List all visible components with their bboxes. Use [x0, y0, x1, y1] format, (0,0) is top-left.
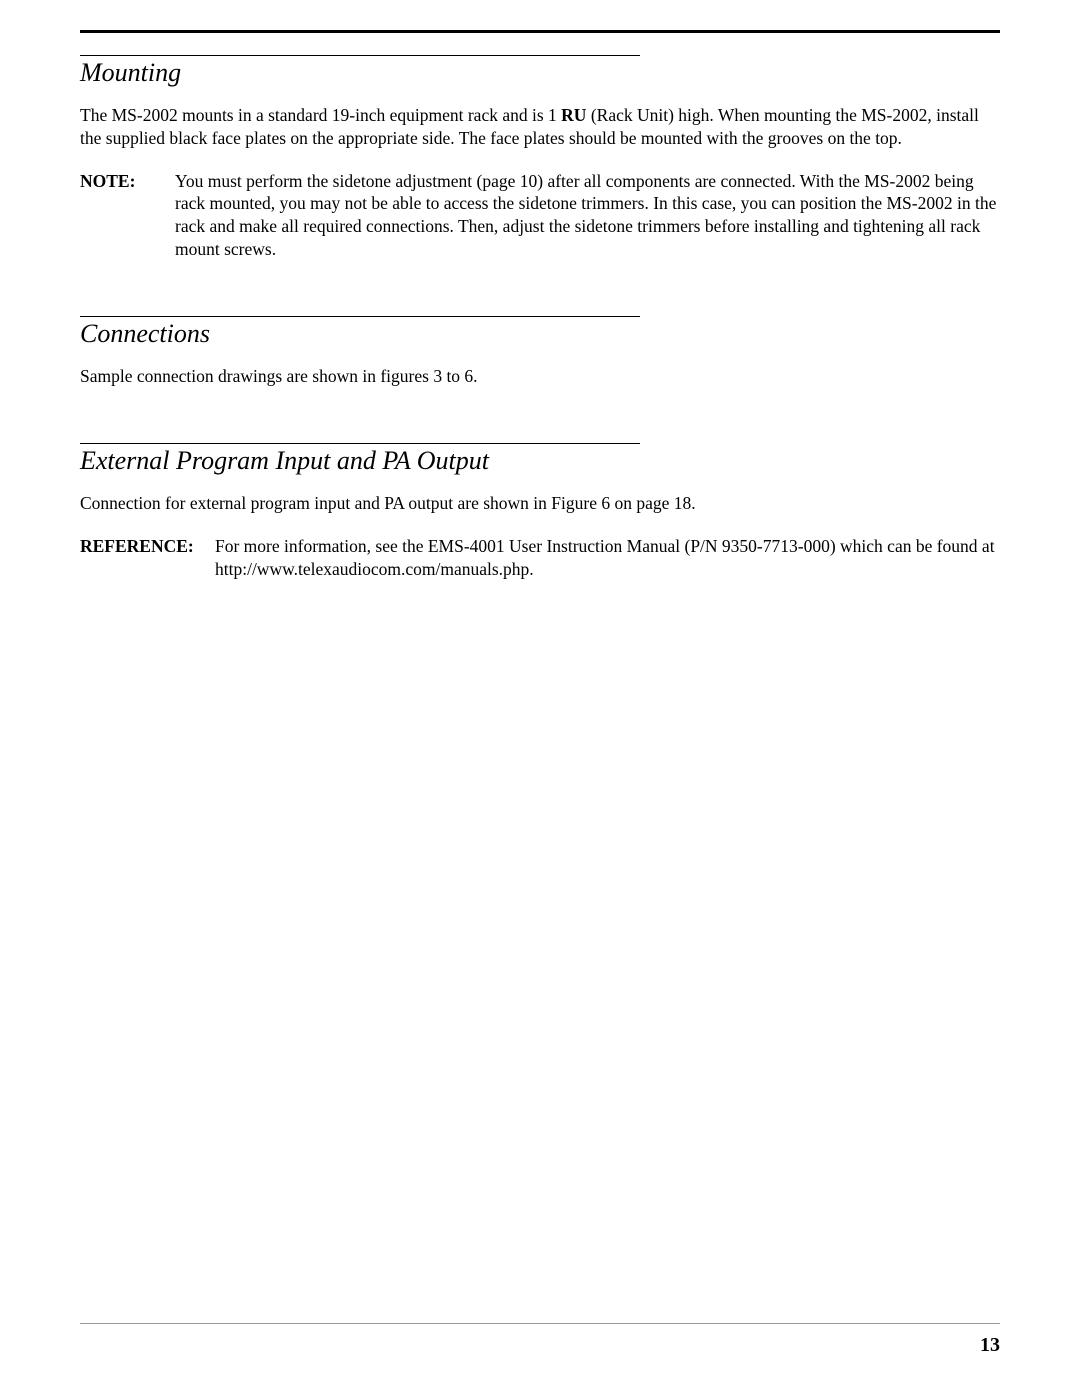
- text-run: The MS-2002 mounts in a standard 19-inch…: [80, 105, 561, 125]
- note-block: NOTE: You must perform the sidetone adju…: [80, 170, 1000, 261]
- heading-external: External Program Input and PA Output: [80, 446, 1000, 476]
- section-rule-mounting: [80, 55, 640, 56]
- document-page: Mounting The MS-2002 mounts in a standar…: [0, 0, 1080, 1397]
- heading-mounting: Mounting: [80, 58, 1000, 88]
- paragraph-connections: Sample connection drawings are shown in …: [80, 365, 1000, 388]
- paragraph-external: Connection for external program input an…: [80, 492, 1000, 515]
- section-rule-connections: [80, 316, 640, 317]
- text-bold-ru: RU: [561, 105, 586, 125]
- page-footer: 13: [80, 1323, 1000, 1357]
- top-horizontal-rule: [80, 30, 1000, 33]
- section-rule-external: [80, 443, 640, 444]
- paragraph-mounting: The MS-2002 mounts in a standard 19-inch…: [80, 104, 1000, 150]
- section-gap: [80, 407, 1000, 443]
- reference-label: REFERENCE:: [80, 535, 215, 581]
- reference-block: REFERENCE: For more information, see the…: [80, 535, 1000, 581]
- footer-rule: [80, 1323, 1000, 1324]
- note-label: NOTE:: [80, 170, 175, 261]
- page-number: 13: [80, 1334, 1000, 1357]
- reference-body: For more information, see the EMS-4001 U…: [215, 535, 1000, 581]
- note-body: You must perform the sidetone adjustment…: [175, 170, 1000, 261]
- heading-connections: Connections: [80, 319, 1000, 349]
